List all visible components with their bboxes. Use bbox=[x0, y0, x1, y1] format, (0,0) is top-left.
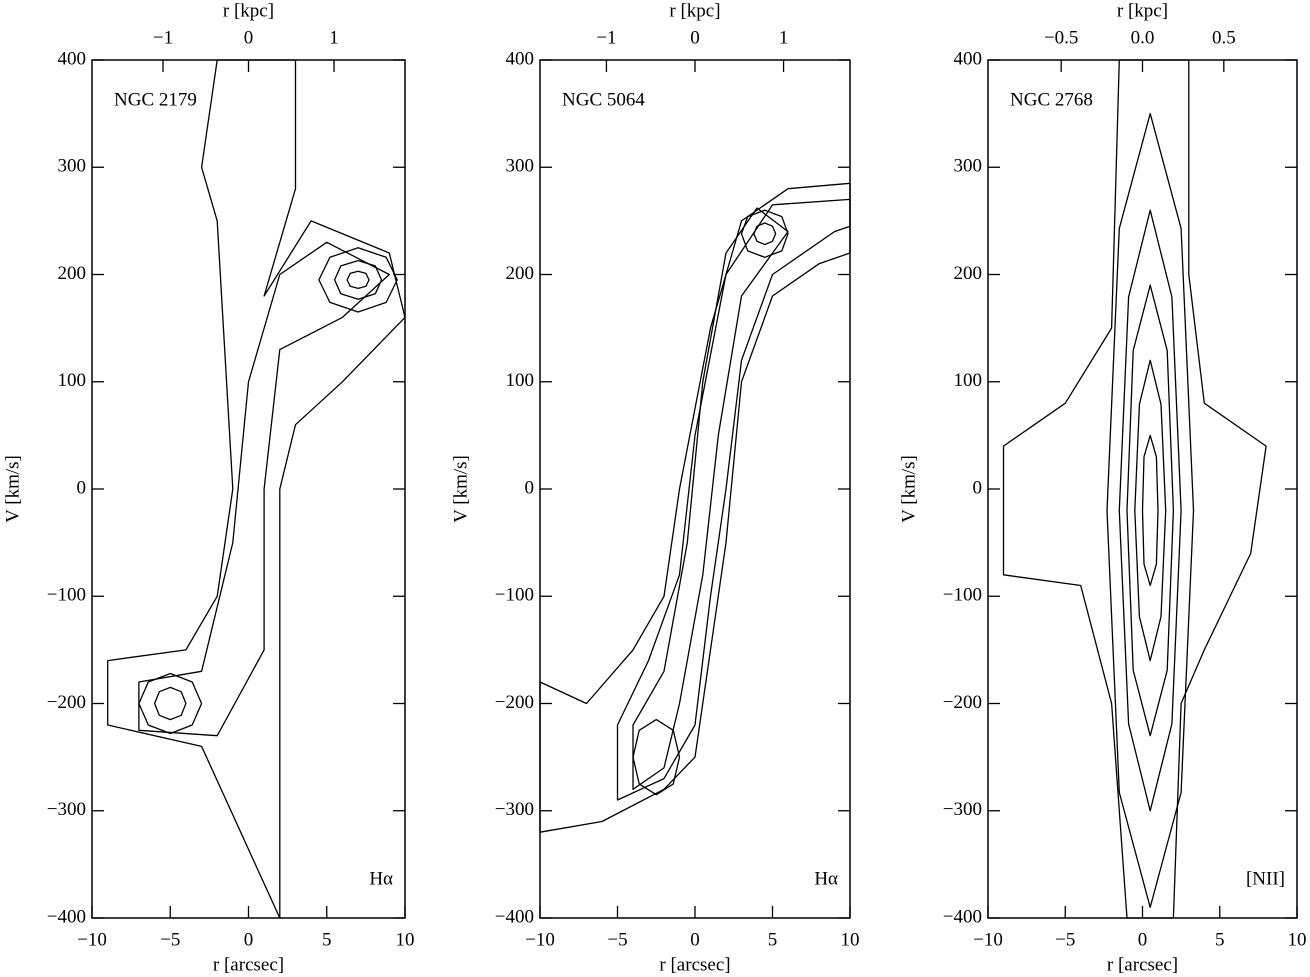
contour bbox=[616, 198, 851, 801]
y-tick-label: −400 bbox=[495, 906, 534, 927]
y-tick-label: 300 bbox=[506, 156, 535, 177]
x-tick-label: −10 bbox=[973, 929, 1003, 950]
y-tick-label: 200 bbox=[506, 263, 535, 284]
x2-tick-label: 1 bbox=[779, 27, 789, 48]
line-label: Hα bbox=[369, 868, 393, 889]
contour bbox=[1141, 434, 1159, 587]
x2-axis-label: r [kpc] bbox=[223, 0, 274, 21]
x2-tick-label: 1 bbox=[329, 27, 339, 48]
y-tick-label: 100 bbox=[954, 370, 983, 391]
y-tick-label: 0 bbox=[525, 477, 535, 498]
x-tick-label: 0 bbox=[690, 929, 700, 950]
contour bbox=[153, 686, 187, 721]
x2-tick-label: −1 bbox=[153, 27, 173, 48]
x-tick-label: −10 bbox=[77, 929, 107, 950]
plot-frame bbox=[91, 59, 406, 919]
x-tick-label: −5 bbox=[1055, 929, 1075, 950]
contour bbox=[346, 270, 370, 290]
y-tick-label: 400 bbox=[58, 48, 87, 69]
plot-frame bbox=[539, 59, 851, 919]
x-tick-label: −5 bbox=[160, 929, 180, 950]
y-tick-label: 0 bbox=[77, 477, 87, 498]
y-tick-label: −300 bbox=[943, 799, 982, 820]
y-tick-label: −200 bbox=[943, 692, 982, 713]
y-tick-label: −400 bbox=[47, 906, 86, 927]
contour bbox=[1134, 359, 1167, 662]
contour bbox=[753, 222, 777, 246]
panel-title: NGC 2768 bbox=[1010, 89, 1093, 110]
x-tick-label: 5 bbox=[322, 929, 332, 950]
line-label: [NII] bbox=[1246, 868, 1285, 889]
x-tick-label: 10 bbox=[1288, 929, 1307, 950]
x-tick-label: −5 bbox=[607, 929, 627, 950]
y-axis-label: V [km/s] bbox=[450, 455, 471, 523]
contour bbox=[138, 241, 390, 737]
y-tick-label: −300 bbox=[47, 799, 86, 820]
x-tick-label: 0 bbox=[1138, 929, 1148, 950]
x-axis-label: r [arcsec] bbox=[659, 954, 730, 975]
y-axis-label: V [km/s] bbox=[2, 455, 23, 523]
y-tick-label: −100 bbox=[943, 585, 982, 606]
y-tick-label: −400 bbox=[943, 906, 982, 927]
y-axis-label: V [km/s] bbox=[898, 455, 919, 523]
panel-title: NGC 5064 bbox=[562, 89, 645, 110]
panel-title: NGC 2179 bbox=[114, 89, 197, 110]
y-tick-label: 100 bbox=[506, 370, 535, 391]
contour bbox=[1002, 59, 1267, 919]
y-tick-label: −100 bbox=[495, 585, 534, 606]
x2-tick-label: 0 bbox=[244, 27, 254, 48]
contour bbox=[740, 209, 789, 258]
y-tick-label: 300 bbox=[58, 156, 87, 177]
contour bbox=[1126, 284, 1175, 737]
x2-axis-label: r [kpc] bbox=[1117, 0, 1168, 21]
x2-tick-label: 0.0 bbox=[1131, 27, 1155, 48]
y-tick-label: 100 bbox=[58, 370, 87, 391]
y-tick-label: −300 bbox=[495, 799, 534, 820]
contour bbox=[333, 259, 383, 300]
contour bbox=[539, 182, 851, 833]
x2-tick-label: −0.5 bbox=[1044, 27, 1078, 48]
y-tick-label: 400 bbox=[506, 48, 535, 69]
contour bbox=[1118, 209, 1182, 812]
y-tick-label: 300 bbox=[954, 156, 983, 177]
x-tick-label: 10 bbox=[841, 929, 860, 950]
x2-tick-label: 0 bbox=[690, 27, 700, 48]
x-tick-label: 5 bbox=[1215, 929, 1225, 950]
y-tick-label: −200 bbox=[47, 692, 86, 713]
x2-axis-label: r [kpc] bbox=[669, 0, 720, 21]
contour bbox=[632, 207, 789, 790]
y-tick-label: 400 bbox=[954, 48, 983, 69]
x2-tick-label: 0.5 bbox=[1212, 27, 1236, 48]
contour bbox=[632, 718, 681, 796]
x-tick-label: 10 bbox=[396, 929, 415, 950]
y-tick-label: 0 bbox=[973, 477, 983, 498]
line-label: Hα bbox=[814, 868, 838, 889]
x-tick-label: −10 bbox=[525, 929, 555, 950]
x-axis-label: r [arcsec] bbox=[1107, 954, 1178, 975]
x-tick-label: 0 bbox=[244, 929, 254, 950]
contour bbox=[107, 59, 406, 919]
x-tick-label: 5 bbox=[768, 929, 778, 950]
contour bbox=[1106, 112, 1195, 908]
y-tick-label: −100 bbox=[47, 585, 86, 606]
x-axis-label: r [arcsec] bbox=[213, 954, 284, 975]
contour bbox=[138, 672, 203, 735]
contour bbox=[318, 247, 398, 313]
x2-tick-label: −1 bbox=[596, 27, 616, 48]
y-tick-label: 200 bbox=[58, 263, 87, 284]
y-tick-label: −200 bbox=[495, 692, 534, 713]
y-tick-label: 200 bbox=[954, 263, 983, 284]
